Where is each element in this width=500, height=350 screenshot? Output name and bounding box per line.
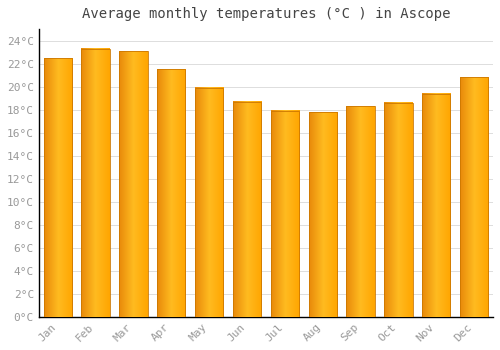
Bar	[308, 112, 337, 317]
Title: Average monthly temperatures (°C ) in Ascope: Average monthly temperatures (°C ) in As…	[82, 7, 450, 21]
Bar	[233, 102, 261, 317]
Bar	[82, 49, 110, 317]
Bar	[422, 93, 450, 317]
Bar	[384, 103, 412, 317]
Bar	[119, 51, 148, 317]
Bar	[460, 77, 488, 317]
Bar	[270, 111, 299, 317]
Bar	[346, 106, 375, 317]
Bar	[157, 69, 186, 317]
Bar	[44, 58, 72, 317]
Bar	[195, 88, 224, 317]
